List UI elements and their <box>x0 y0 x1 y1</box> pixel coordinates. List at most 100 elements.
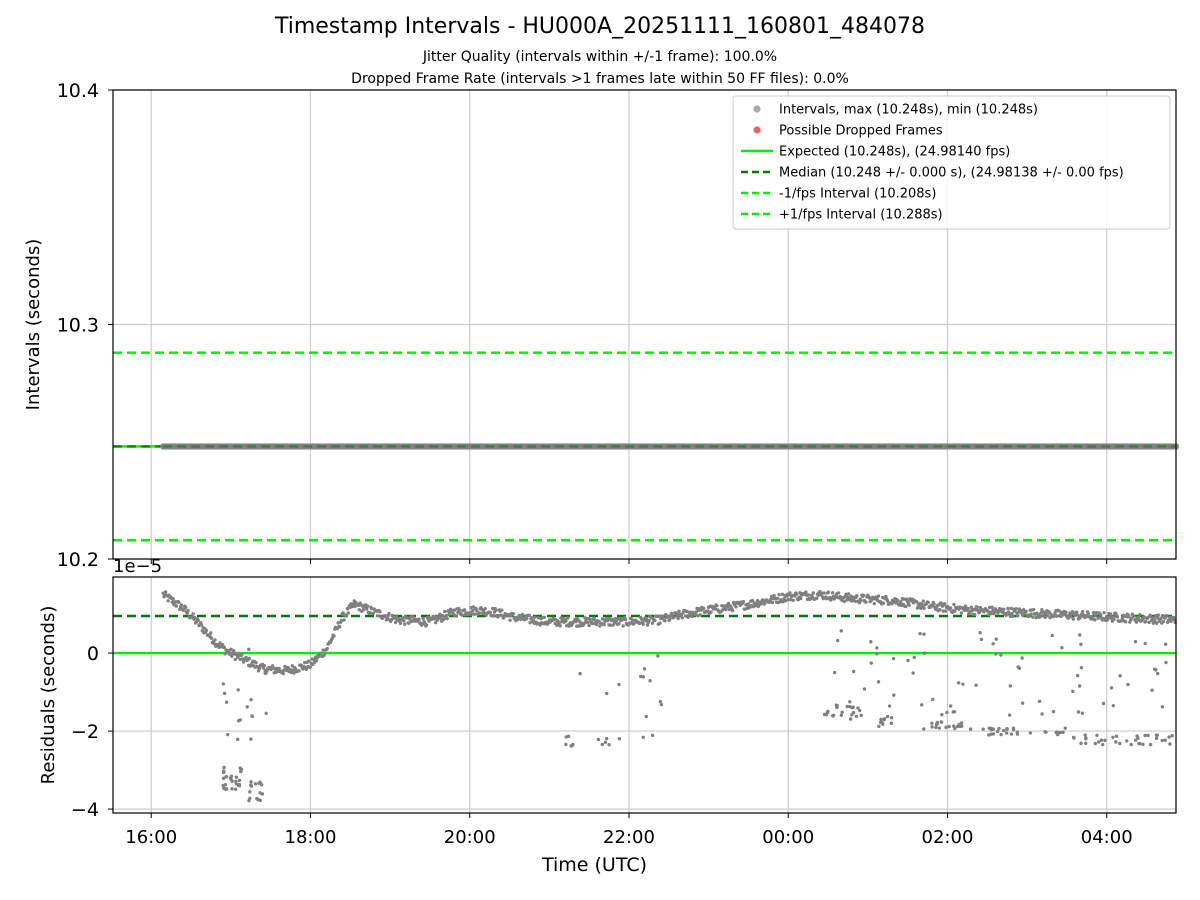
residual-point <box>222 645 227 650</box>
residual-point <box>836 591 841 595</box>
residual-outlier-point <box>1118 741 1122 746</box>
residual-point <box>163 590 168 594</box>
residual-outlier-point <box>1051 709 1056 714</box>
residual-point <box>166 599 170 603</box>
residual-point <box>902 597 906 601</box>
jitter-quality-subtitle: Jitter Quality (intervals within +/-1 fr… <box>422 49 778 65</box>
residual-point <box>318 651 323 656</box>
residual-outlier-point <box>1009 732 1014 736</box>
residual-outlier-point <box>604 736 609 741</box>
residual-outlier-point <box>600 742 604 747</box>
residual-point <box>846 592 851 596</box>
residual-outlier-point <box>931 697 935 702</box>
residual-point <box>508 618 512 622</box>
residual-outlier-point <box>882 717 887 721</box>
residual-point <box>407 621 411 625</box>
residual-point <box>1136 615 1140 620</box>
residual-outlier-point <box>951 710 955 714</box>
residual-point <box>179 603 184 607</box>
residual-outlier-point <box>1077 684 1082 688</box>
residual-outlier-point <box>617 682 621 687</box>
residual-point <box>378 610 382 614</box>
residual-outlier-point <box>889 715 894 720</box>
residual-point <box>433 620 438 625</box>
residual-outlier-point <box>947 724 951 729</box>
residual-outlier-point <box>250 714 254 718</box>
legend-entry-label: Possible Dropped Frames <box>779 124 943 139</box>
y-tick-label: 10.2 <box>57 549 99 571</box>
residual-outlier-point <box>1002 728 1006 733</box>
residual-outlier-point <box>826 709 830 714</box>
residual-outlier-point <box>642 667 647 671</box>
residual-point <box>533 615 537 619</box>
residual-point <box>842 599 847 604</box>
residual-point <box>470 612 474 616</box>
residual-outlier-point <box>889 721 894 726</box>
residual-outlier-point <box>831 713 836 718</box>
residual-point <box>826 590 831 594</box>
residual-outlier-point <box>237 778 242 783</box>
residual-point <box>477 611 482 615</box>
residual-outlier-point <box>1146 733 1150 738</box>
residual-point <box>1031 607 1036 612</box>
residual-outlier-point <box>234 779 238 783</box>
residual-point <box>220 642 225 647</box>
residual-point <box>240 652 244 656</box>
residual-point <box>987 605 992 610</box>
residual-point <box>241 660 246 664</box>
residual-outlier-point <box>887 704 892 708</box>
residual-point <box>799 596 803 601</box>
residual-point <box>233 657 237 662</box>
residual-point <box>173 600 177 604</box>
residual-point <box>796 598 800 602</box>
y-tick-label: −2 <box>71 721 99 743</box>
residual-point <box>375 614 380 618</box>
residual-point <box>491 613 496 618</box>
residual-outlier-point <box>999 732 1003 737</box>
residual-point <box>177 600 181 605</box>
residual-outlier-point <box>839 713 844 718</box>
residual-outlier-point <box>869 661 873 665</box>
residual-point <box>791 598 795 602</box>
residual-outlier-point <box>650 733 655 738</box>
residual-point <box>884 594 888 599</box>
residual-point <box>921 599 925 603</box>
residual-outlier-point <box>1079 665 1084 670</box>
residual-outlier-point <box>989 732 993 736</box>
residual-point <box>183 605 188 610</box>
residual-point <box>623 617 628 622</box>
residual-outlier-point <box>644 714 648 719</box>
residual-outlier-point <box>1133 639 1138 644</box>
residual-outlier-point <box>845 704 849 709</box>
residual-point <box>1094 614 1098 618</box>
residual-outlier-point <box>875 652 879 656</box>
residual-point <box>881 601 886 605</box>
residual-outlier-point <box>922 727 926 731</box>
residual-point <box>403 622 407 626</box>
residual-outlier-point <box>248 790 252 794</box>
residual-outlier-point <box>877 724 881 729</box>
residual-point <box>186 608 190 613</box>
residual-outlier-point <box>891 656 896 661</box>
residual-outlier-point <box>1080 711 1085 715</box>
residual-point <box>647 618 651 623</box>
residual-outlier-point <box>918 631 922 636</box>
residual-outlier-point <box>233 787 238 791</box>
residual-point <box>609 623 613 627</box>
residual-point <box>491 606 495 611</box>
residual-point <box>564 619 568 623</box>
residual-point <box>450 608 454 613</box>
residual-point <box>750 598 755 603</box>
residual-outlier-point <box>617 737 622 741</box>
residual-point <box>861 593 866 598</box>
residual-point <box>694 610 698 614</box>
residual-point <box>332 634 336 638</box>
residual-point <box>772 593 776 598</box>
residual-outlier-point <box>263 670 268 674</box>
residual-point <box>1127 615 1131 619</box>
residual-point <box>417 617 421 622</box>
dropped-frame-subtitle: Dropped Frame Rate (intervals >1 frames … <box>351 71 849 87</box>
residual-outlier-point <box>566 734 571 738</box>
residual-point <box>397 617 401 621</box>
residual-point <box>876 594 881 598</box>
